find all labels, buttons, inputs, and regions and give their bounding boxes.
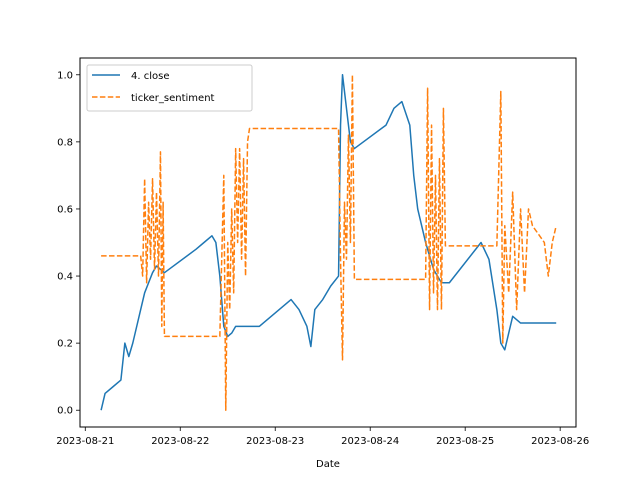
x-tick-label: 2023-08-21 <box>56 436 114 447</box>
legend-label-ticker-sentiment: ticker_sentiment <box>131 93 215 104</box>
series-line-0 <box>100 74 557 411</box>
y-tick-label: 0.6 <box>57 204 73 215</box>
y-tick-label: 0.4 <box>57 272 73 283</box>
x-axis-ticks: 2023-08-21 2023-08-22 2023-08-23 2023-08-24… <box>56 427 589 447</box>
series-lines <box>100 74 557 411</box>
legend: 4. close ticker_sentiment <box>86 64 253 112</box>
legend-label-close: 4. close <box>131 71 169 82</box>
y-tick-label: 0.0 <box>57 406 73 417</box>
plot-frame <box>79 57 577 428</box>
y-tick-label: 1.0 <box>57 70 73 81</box>
legend-box <box>86 64 253 112</box>
x-axis-title: Date <box>316 459 340 470</box>
y-tick-label: 0.2 <box>57 339 73 350</box>
y-axis-ticks: 0.0 0.2 0.4 0.6 0.8 1.0 <box>57 70 80 417</box>
y-tick-label: 0.8 <box>57 137 73 148</box>
x-tick-label: 2023-08-26 <box>531 436 589 447</box>
x-tick-label: 2023-08-22 <box>151 436 209 447</box>
x-tick-label: 2023-08-24 <box>341 436 399 447</box>
x-tick-label: 2023-08-23 <box>246 436 304 447</box>
series-line-1 <box>101 74 557 411</box>
x-tick-label: 2023-08-25 <box>436 436 494 447</box>
